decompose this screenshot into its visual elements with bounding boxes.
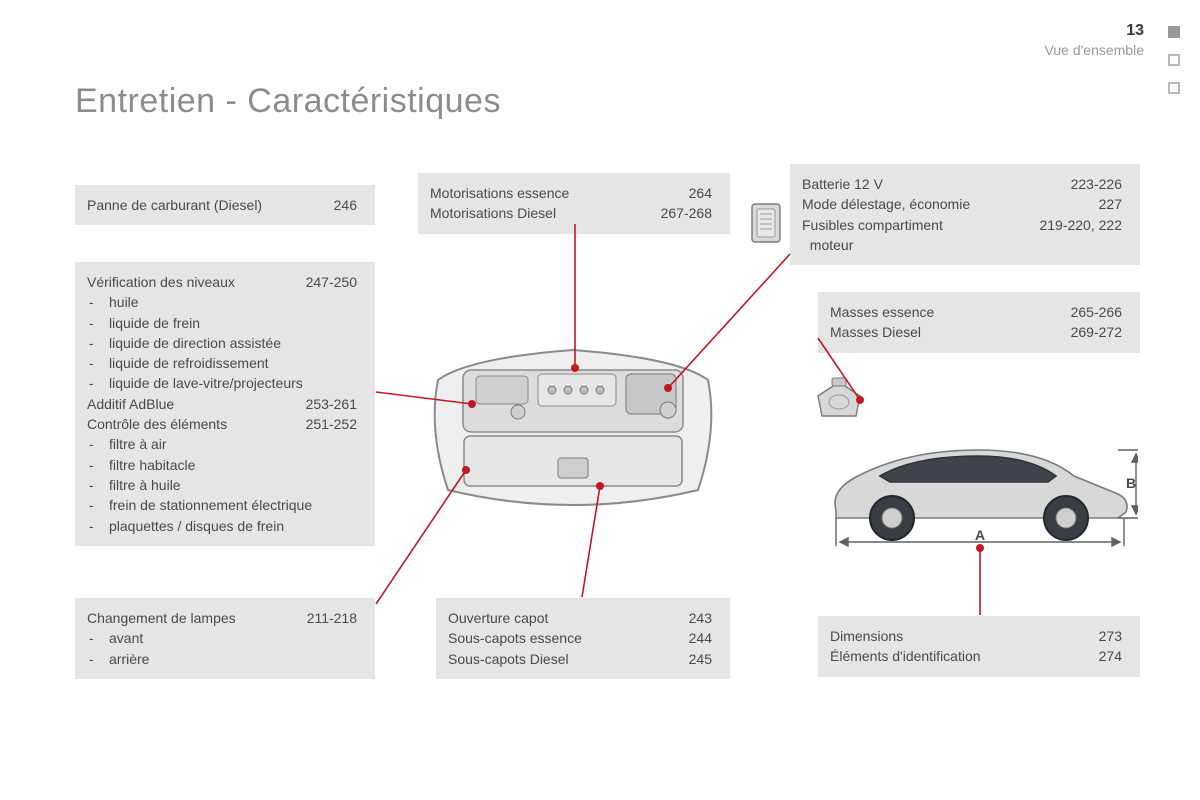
row-page: 223-226 [1071,174,1122,194]
bullet-item: avant [89,628,357,648]
box-dimensions: Dimensions 273 Éléments d'identification 2… [818,616,1140,677]
row-page: 245 [689,649,712,669]
bullet-list: avantarrière [87,628,357,669]
row-label: Sous-capots essence [448,628,582,648]
box-weights: Masses essence 265-266 Masses Diesel 269-2… [818,292,1140,353]
car-side-illustration: A B [818,432,1138,552]
row-label: Contrôle des éléments [87,414,227,434]
box-engines: Motorisations essence 264 Motorisations D… [418,173,730,234]
bullet-item: liquide de refroidissement [89,353,357,373]
bullet-item: liquide de frein [89,313,357,333]
row-label: Éléments d'identification [830,646,981,666]
nav-marker-filled [1168,26,1180,38]
box-hood: Ouverture capot 243 Sous-capots essence 24… [436,598,730,679]
bullet-item: liquide de lave-vitre/projecteurs [89,373,357,393]
page-number: 13 [1045,22,1144,40]
bullet-list: filtre à airfiltre habitaclefiltre à hui… [87,434,357,535]
bullet-item: huile [89,292,357,312]
row-page: 247-250 [306,272,357,292]
page-header: 13 Vue d'ensemble [1045,22,1144,58]
row-page: 246 [334,195,357,215]
box-levels: Vérification des niveaux247-250 huileliq… [75,262,375,546]
row-page: 273 [1099,626,1122,646]
row-label: Fusibles compartiment moteur [802,215,943,256]
row-page: 264 [689,183,712,203]
row-label: Ouverture capot [448,608,548,628]
row-page: 267-268 [661,203,712,223]
bullet-item: plaquettes / disques de frein [89,516,357,536]
row-label: Sous-capots Diesel [448,649,569,669]
row-page: 265-266 [1071,302,1122,322]
box-battery: Batterie 12 V 223-226 Mode délestage, éco… [790,164,1140,265]
row-label: Dimensions [830,626,903,646]
bullet-item: liquide de direction assistée [89,333,357,353]
engine-bay-illustration [418,340,728,520]
row-label: Changement de lampes [87,608,236,628]
row-page: 251-252 [306,414,357,434]
row-label: Panne de carburant (Diesel) [87,195,262,215]
row-label: Batterie 12 V [802,174,883,194]
section-name: Vue d'ensemble [1045,42,1144,58]
coolant-cap-icon [810,376,868,426]
row-page: 243 [689,608,712,628]
row-page: 274 [1099,646,1122,666]
row-page: 211-218 [307,608,357,628]
bullet-item: arrière [89,649,357,669]
page-title: Entretien - Caractéristiques [75,82,501,121]
box-fuel-fault: Panne de carburant (Diesel) 246 [75,185,375,225]
row-label: Motorisations essence [430,183,569,203]
dim-letter-A: A [975,527,985,543]
row-page: 253-261 [306,394,357,414]
row-label: Additif AdBlue [87,394,174,414]
row-page: 269-272 [1071,322,1122,342]
row-page: 244 [689,628,712,648]
bullet-item: filtre habitacle [89,455,357,475]
row-label: Vérification des niveaux [87,272,235,292]
bullet-item: frein de stationnement électrique [89,495,357,515]
row-label: Masses Diesel [830,322,921,342]
bullet-list: huileliquide de freinliquide de directio… [87,292,357,393]
bullet-item: filtre à huile [89,475,357,495]
fusebox-icon [746,198,786,248]
row-page: 227 [1099,194,1122,214]
nav-marker-icon [1168,54,1180,66]
nav-marker-icon [1168,82,1180,94]
dim-letter-B: B [1126,475,1136,491]
box-lamps: Changement de lampes 211-218 avantarrière [75,598,375,679]
row-page: 219-220, 222 [1039,215,1122,256]
row-label: Mode délestage, économie [802,194,970,214]
row-label: Masses essence [830,302,934,322]
nav-markers [1168,26,1180,94]
row-label: Motorisations Diesel [430,203,556,223]
manual-page: { "header": { "page_number": "13", "sect… [0,0,1200,800]
bullet-item: filtre à air [89,434,357,454]
